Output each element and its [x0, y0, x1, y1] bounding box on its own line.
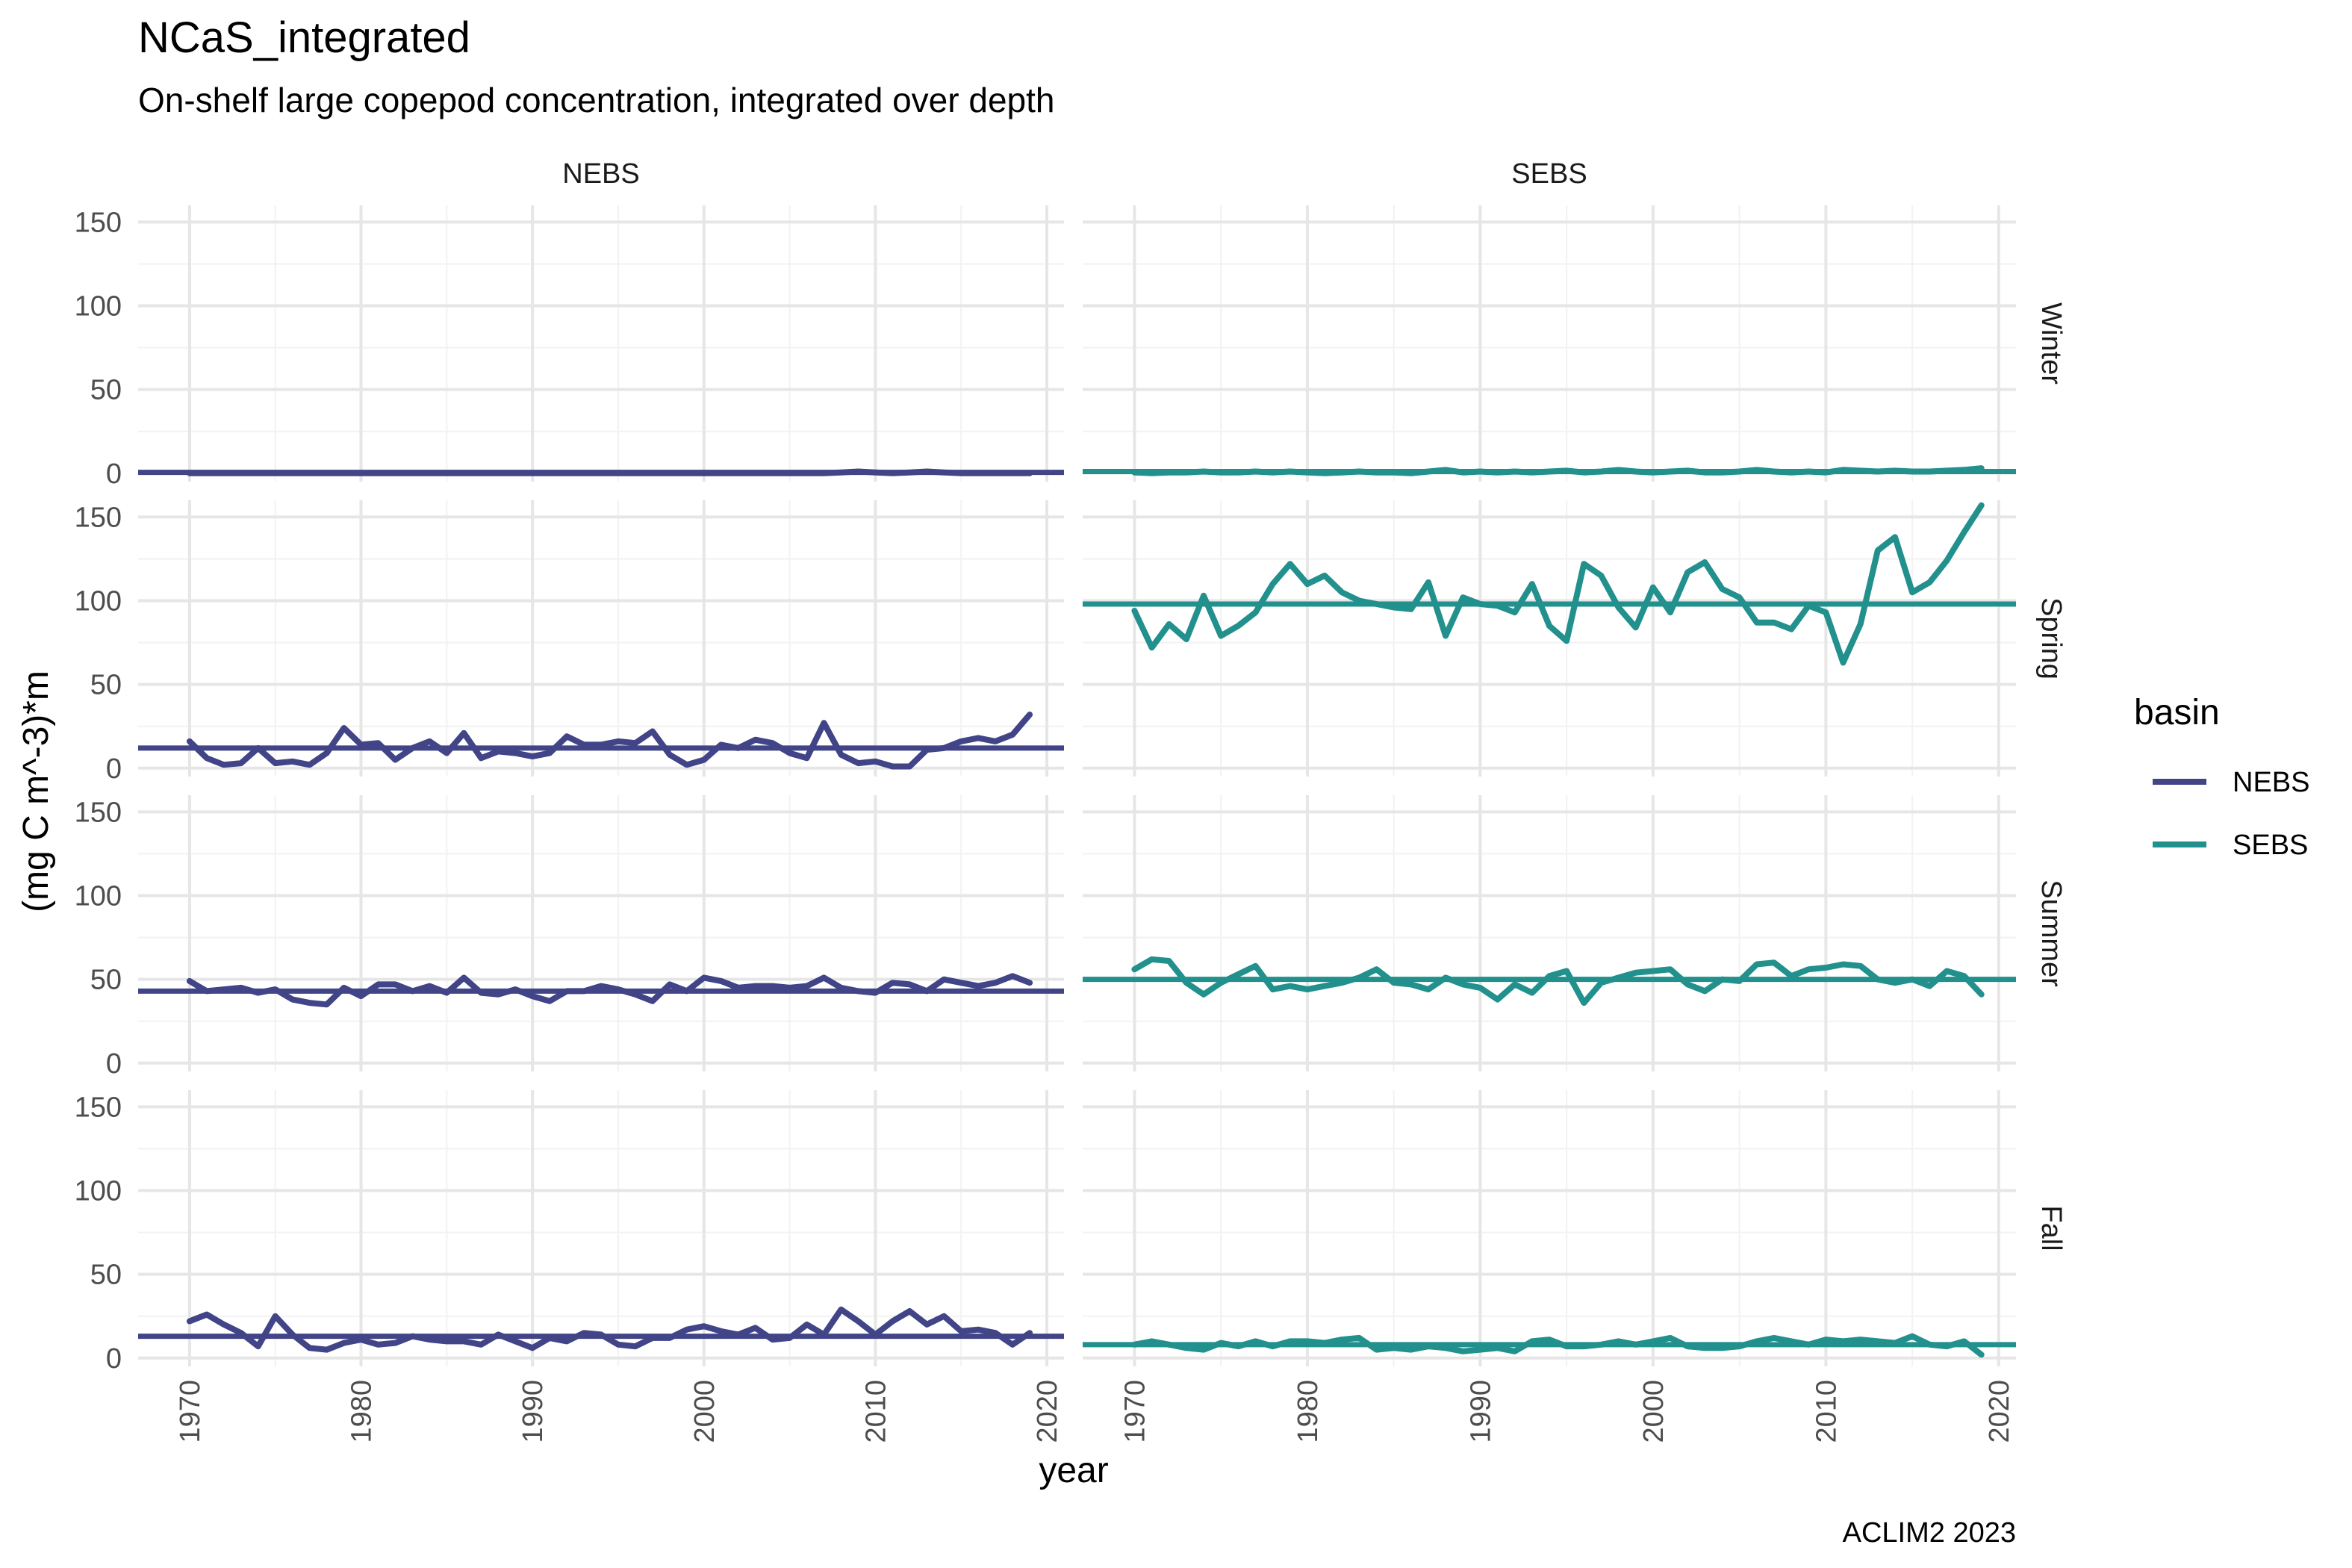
- y-tick-label: 100: [75, 881, 122, 912]
- chart-title: NCaS_integrated: [138, 13, 470, 62]
- y-tick-label: 50: [90, 670, 122, 701]
- panel-sebs-summer: [1083, 795, 2016, 1071]
- x-tick-label: 2000: [689, 1380, 721, 1443]
- y-tick-label: 0: [106, 458, 122, 490]
- strip-label-sebs: SEBS: [1511, 158, 1587, 190]
- legend-title: basin: [2134, 693, 2220, 732]
- y-tick-label: 0: [106, 753, 122, 785]
- panel-grid: NEBS SEBSWinterSpringSummerFall0501001500…: [75, 158, 2067, 1443]
- x-tick-label: 2000: [1638, 1380, 1670, 1443]
- y-tick-label: 100: [75, 1176, 122, 1207]
- strip-label-fall: Fall: [2035, 1205, 2067, 1251]
- x-tick-label: 1990: [1465, 1380, 1496, 1443]
- x-tick-label: 2010: [1811, 1380, 1842, 1443]
- x-tick-label: 1970: [1119, 1380, 1151, 1443]
- series-line-nebs: [186, 973, 1033, 1008]
- series-line-sebs: [1131, 465, 1985, 476]
- series-line-nebs: [186, 1306, 1033, 1353]
- y-tick-label: 0: [106, 1343, 122, 1375]
- panel-nebs-spring: 0 50 100 150: [75, 500, 1064, 785]
- y-tick-label: 50: [90, 1260, 122, 1291]
- x-tick-label: 2010: [860, 1380, 892, 1443]
- strip-label-summer: Summer: [2035, 880, 2067, 987]
- x-tick-label: 1990: [517, 1380, 549, 1443]
- strip-label-nebs: NEBS: [562, 158, 639, 190]
- y-tick-label: 0: [106, 1048, 122, 1080]
- y-tick-label: 100: [75, 291, 122, 323]
- legend-label-sebs: SEBS: [2233, 830, 2308, 861]
- y-tick-label: 150: [75, 797, 122, 828]
- x-tick-label: 2020: [1984, 1380, 2015, 1443]
- x-tick-label: 1980: [346, 1380, 378, 1443]
- y-tick-label: 150: [75, 502, 122, 533]
- y-tick-label: 150: [75, 207, 122, 238]
- series-line-sebs: [1131, 1333, 1985, 1358]
- series-line-nebs: [186, 712, 1033, 770]
- chart-subtitle: On-shelf large copepod concentration, in…: [138, 81, 1054, 119]
- y-tick-label: 50: [90, 965, 122, 996]
- panel-sebs-fall: 1970 1980 1990 2000 2010 2020: [1083, 1090, 2016, 1443]
- y-tick-label: 150: [75, 1092, 122, 1123]
- panel-nebs-summer: 0 50 100 150: [75, 795, 1064, 1080]
- legend: basin NEBS SEBS: [2134, 693, 2309, 861]
- panel-nebs-winter: 0 50 100 150: [75, 205, 1064, 490]
- x-tick-label: 2020: [1032, 1380, 1063, 1443]
- strip-label-winter: Winter: [2035, 302, 2067, 385]
- series-line-nebs: [186, 468, 1033, 476]
- series-line-sebs: [1131, 956, 1985, 1007]
- strip-label-spring: Spring: [2035, 597, 2067, 679]
- legend-label-nebs: NEBS: [2233, 767, 2309, 798]
- y-axis-title: (mg C m^-3)*m: [16, 671, 56, 912]
- series-line-sebs: [1131, 502, 1985, 666]
- x-tick-label: 1970: [175, 1380, 206, 1443]
- panel-nebs-fall: 0 50 100 150 1970 1980 1990 2000 2010 2020: [75, 1090, 1064, 1443]
- y-tick-label: 50: [90, 375, 122, 406]
- x-axis-title: year: [1039, 1451, 1108, 1490]
- caption: ACLIM2 2023: [1843, 1517, 2016, 1549]
- panel-sebs-spring: [1083, 500, 2016, 777]
- panel-sebs-winter: [1083, 205, 2016, 482]
- x-tick-label: 1980: [1292, 1380, 1324, 1443]
- y-tick-label: 100: [75, 586, 122, 617]
